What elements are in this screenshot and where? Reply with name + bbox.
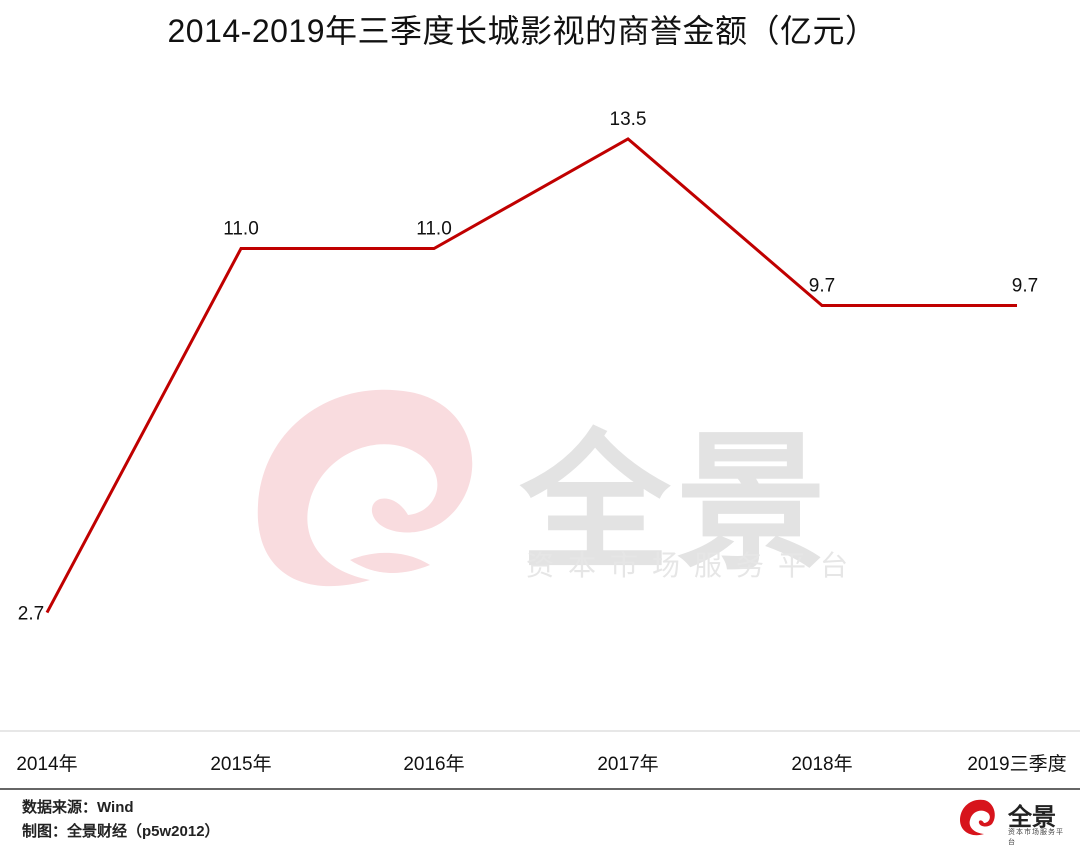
x-tick-label: 2019三季度 bbox=[967, 753, 1066, 775]
x-tick-label: 2014年 bbox=[16, 753, 77, 775]
footer-credit: 制图：全景财经（p5w2012） bbox=[22, 820, 220, 841]
footer-logo: 全景 资本市场服务平台 bbox=[958, 796, 1070, 840]
x-tick-label: 2017年 bbox=[597, 753, 658, 775]
data-label: 13.5 bbox=[610, 109, 647, 130]
x-tick-label: 2015年 bbox=[210, 753, 271, 775]
data-label: 11.0 bbox=[416, 219, 452, 240]
data-label: 11.0 bbox=[223, 219, 259, 240]
logo-subtitle: 资本市场服务平台 bbox=[1008, 827, 1070, 847]
series-line bbox=[47, 139, 1017, 613]
data-label: 9.7 bbox=[1012, 276, 1038, 297]
p5w-swirl-icon bbox=[958, 796, 1004, 840]
x-tick-label: 2016年 bbox=[403, 753, 464, 775]
data-label: 2.7 bbox=[18, 604, 44, 625]
data-label: 9.7 bbox=[809, 276, 835, 297]
footer-source: 数据来源：Wind bbox=[22, 796, 134, 817]
x-tick-label: 2018年 bbox=[791, 753, 852, 775]
